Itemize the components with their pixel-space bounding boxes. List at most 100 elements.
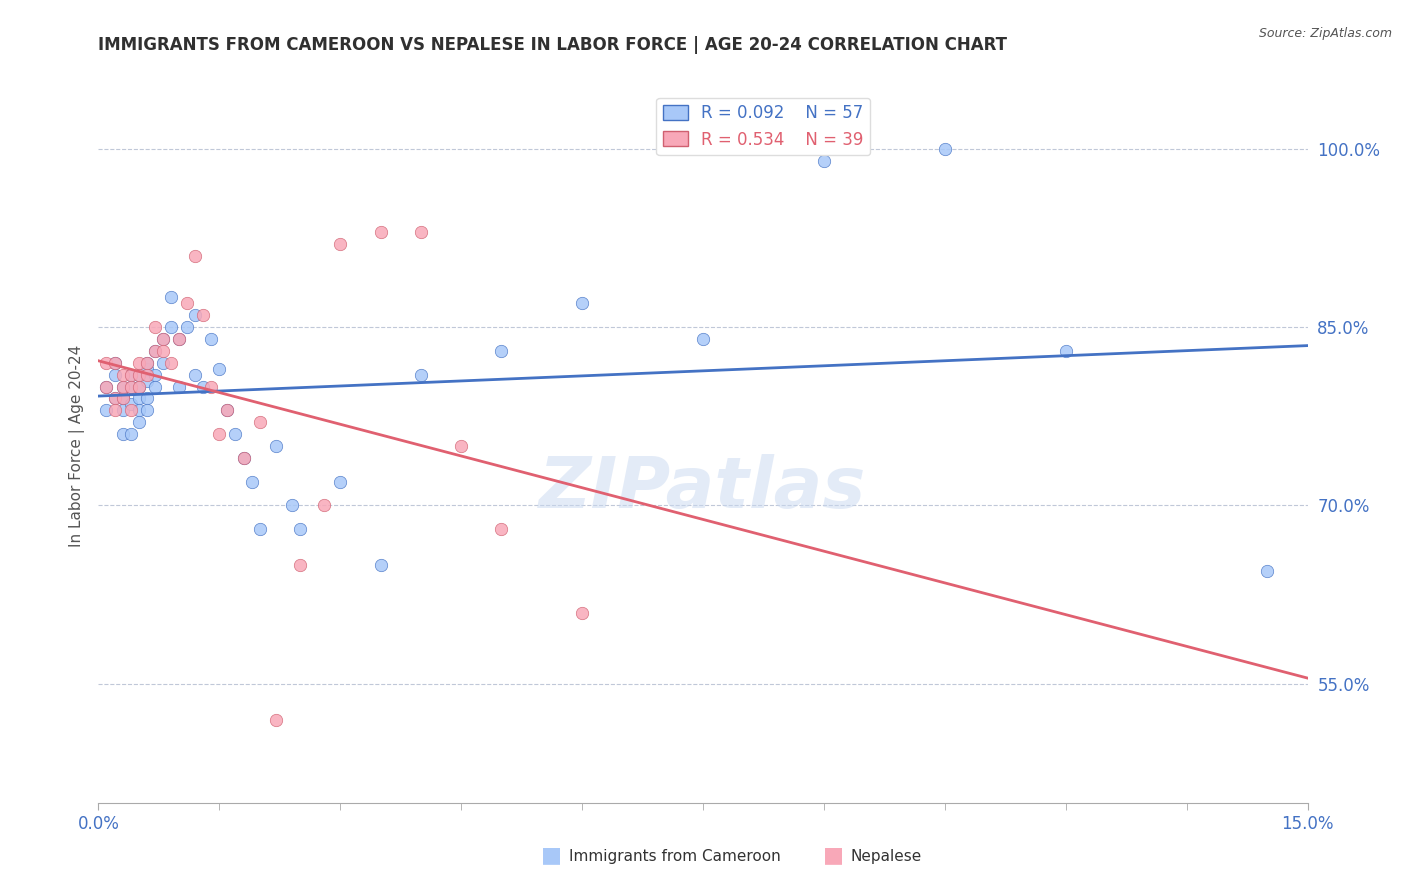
Point [813, 153, 835, 168]
Point [160, 320, 183, 334]
Point [288, 558, 311, 572]
Point [167, 332, 190, 346]
Point [135, 356, 157, 370]
Point [370, 558, 392, 572]
Point [96, 379, 118, 393]
Point [329, 236, 352, 251]
Point [96, 356, 118, 370]
Point [176, 320, 198, 334]
Point [96, 403, 118, 417]
Point [370, 225, 392, 239]
Point [128, 379, 150, 393]
Text: IMMIGRANTS FROM CAMEROON VS NEPALESE IN LABOR FORCE | AGE 20-24 CORRELATION CHAR: IMMIGRANTS FROM CAMEROON VS NEPALESE IN … [98, 36, 1008, 54]
Point [249, 522, 271, 536]
Point [193, 308, 215, 322]
Point [208, 361, 231, 376]
Point [1256, 564, 1278, 578]
Point [264, 439, 287, 453]
Point [111, 427, 134, 442]
Point [176, 296, 198, 310]
Point [184, 249, 207, 263]
Point [143, 343, 166, 358]
Point [120, 403, 142, 417]
Text: Source: ZipAtlas.com: Source: ZipAtlas.com [1258, 27, 1392, 40]
Point [232, 450, 254, 465]
Point [103, 356, 125, 370]
Text: ZIPatlas: ZIPatlas [540, 454, 866, 524]
Point [135, 392, 157, 406]
Point [96, 379, 118, 393]
Point [167, 379, 190, 393]
Point [152, 356, 174, 370]
Point [409, 225, 432, 239]
Point [135, 374, 157, 388]
Point [111, 379, 134, 393]
Point [200, 332, 222, 346]
Point [103, 392, 125, 406]
Point [111, 392, 134, 406]
Point [103, 392, 125, 406]
Point [135, 368, 157, 382]
Text: ■: ■ [541, 845, 562, 864]
Point [128, 368, 150, 382]
Point [934, 142, 956, 156]
Point [217, 403, 239, 417]
Point [111, 379, 134, 393]
Point [143, 320, 166, 334]
Point [111, 392, 134, 406]
Point [160, 290, 183, 304]
Point [167, 332, 190, 346]
Point [128, 379, 150, 393]
Point [120, 379, 142, 393]
Text: Nepalese: Nepalese [851, 849, 922, 863]
Point [217, 403, 239, 417]
Point [184, 308, 207, 322]
Point [152, 343, 174, 358]
Legend: R = 0.092    N = 57, R = 0.534    N = 39: R = 0.092 N = 57, R = 0.534 N = 39 [657, 97, 870, 155]
Point [232, 450, 254, 465]
Point [103, 356, 125, 370]
Point [409, 368, 432, 382]
Point [120, 368, 142, 382]
Point [135, 356, 157, 370]
Point [571, 296, 593, 310]
Point [143, 343, 166, 358]
Point [249, 415, 271, 429]
Point [224, 427, 246, 442]
Point [491, 343, 513, 358]
Point [152, 332, 174, 346]
Point [200, 379, 222, 393]
Point [128, 368, 150, 382]
Point [208, 427, 231, 442]
Point [135, 403, 157, 417]
Point [152, 332, 174, 346]
Point [240, 475, 263, 489]
Text: Immigrants from Cameroon: Immigrants from Cameroon [569, 849, 782, 863]
Point [120, 379, 142, 393]
Y-axis label: In Labor Force | Age 20-24: In Labor Force | Age 20-24 [69, 345, 84, 547]
Point [281, 499, 304, 513]
Point [288, 522, 311, 536]
Point [128, 356, 150, 370]
Point [314, 499, 336, 513]
Point [692, 332, 714, 346]
Point [103, 403, 125, 417]
Point [111, 403, 134, 417]
Point [184, 368, 207, 382]
Point [143, 379, 166, 393]
Point [128, 403, 150, 417]
Point [491, 522, 513, 536]
Point [120, 368, 142, 382]
Point [120, 397, 142, 411]
Point [120, 427, 142, 442]
Point [111, 368, 134, 382]
Point [143, 368, 166, 382]
Point [160, 356, 183, 370]
Text: ■: ■ [823, 845, 844, 864]
Point [128, 415, 150, 429]
Point [111, 392, 134, 406]
Point [450, 439, 472, 453]
Point [135, 361, 157, 376]
Point [103, 368, 125, 382]
Point [571, 606, 593, 620]
